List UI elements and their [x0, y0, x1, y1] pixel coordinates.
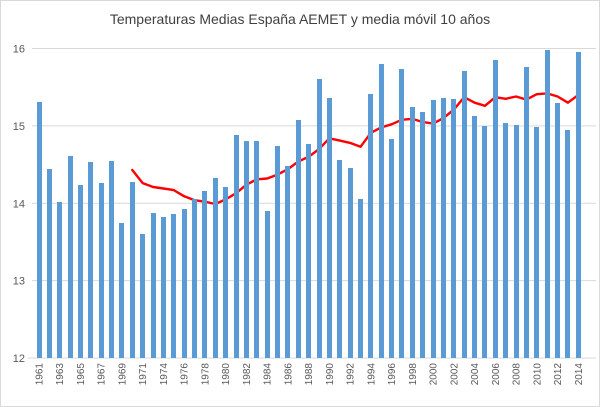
x-tick-label: 2014: [574, 363, 585, 386]
bar-2011: [544, 50, 550, 358]
bar-2014: [575, 52, 581, 358]
bar-1976: [181, 208, 187, 358]
bar-1966: [88, 162, 94, 358]
bar-1964: [67, 156, 73, 358]
x-tick-label: 1965: [76, 363, 87, 386]
x-tick-label: 1969: [117, 363, 128, 386]
x-tick-label: 2008: [512, 363, 523, 386]
x-tick-label: 1998: [408, 363, 419, 386]
bar-1985: [275, 145, 281, 358]
y-tick-label: 16: [13, 44, 25, 56]
x-tick-label: 1980: [221, 363, 232, 386]
bar-1971: [140, 234, 146, 358]
bar-2003: [461, 70, 467, 358]
bar-1995: [378, 63, 384, 358]
bar-1984: [264, 210, 270, 358]
x-tick-label: 2002: [449, 363, 460, 386]
bar-1965: [77, 184, 83, 358]
bar-2001: [440, 98, 446, 358]
bar-1974: [160, 217, 166, 358]
bar-2005: [482, 125, 488, 358]
bar-1987: [295, 120, 301, 358]
bar-1967: [98, 183, 104, 358]
y-tick-label: 14: [13, 198, 25, 210]
bar-1982: [243, 141, 249, 358]
bar-2007: [503, 122, 509, 358]
y-tick-label: 12: [13, 353, 25, 365]
bar-2006: [492, 60, 498, 358]
x-tick-label: 1974: [159, 363, 170, 386]
x-tick-label: 1986: [283, 363, 294, 386]
x-tick-label: 1963: [55, 363, 66, 386]
bar-1996: [389, 139, 395, 358]
x-tick-label: 2010: [532, 363, 543, 386]
x-tick-label: 1996: [387, 363, 398, 386]
bar-1991: [337, 159, 343, 358]
x-tick-label: 1994: [366, 363, 377, 386]
bar-2002: [451, 98, 457, 358]
x-tick-label: 2000: [429, 363, 440, 386]
x-tick-label: 1984: [263, 363, 274, 386]
bar-1997: [399, 69, 405, 358]
bar-1986: [285, 166, 291, 358]
bar-1992: [347, 167, 353, 358]
bar-1980: [223, 187, 229, 358]
x-tick-label: 1976: [180, 363, 191, 386]
bar-2008: [513, 125, 519, 358]
bar-1969: [119, 222, 125, 358]
x-tick-label: 2012: [553, 363, 564, 386]
x-tick-label: 1990: [325, 363, 336, 386]
bar-2009: [523, 67, 529, 358]
bar-2000: [430, 100, 436, 358]
x-tick-label: 1967: [97, 363, 108, 386]
bar-1990: [326, 98, 332, 358]
bar-1993: [358, 199, 363, 358]
bar-1970: [129, 182, 135, 358]
y-tick-label: 15: [13, 121, 25, 133]
bar-1975: [171, 214, 177, 358]
x-tick-label: 1988: [304, 363, 315, 386]
bar-1977: [192, 199, 198, 358]
bar-1998: [409, 106, 415, 358]
bar-1978: [202, 190, 208, 358]
bar-1989: [316, 78, 322, 358]
bar-1999: [420, 111, 426, 358]
bar-1972: [150, 213, 156, 358]
bar-2012: [555, 103, 561, 358]
bar-1979: [212, 177, 218, 358]
x-tick-label: 2004: [470, 363, 481, 386]
y-tick-label: 13: [13, 276, 25, 288]
x-tick-label: 1982: [242, 363, 253, 386]
bar-1994: [368, 94, 374, 358]
bar-1981: [233, 135, 239, 358]
bar-2013: [565, 129, 571, 358]
bar-1962: [46, 169, 52, 358]
x-tick-label: 1992: [346, 363, 357, 386]
bar-2010: [534, 127, 540, 358]
chart-title: Temperaturas Medias España AEMET y media…: [109, 11, 491, 27]
bar-1988: [306, 144, 312, 358]
bar-1968: [109, 161, 115, 358]
x-tick-label: 1971: [138, 363, 149, 386]
x-tick-label: 1978: [200, 363, 211, 386]
bar-1983: [254, 141, 260, 358]
bar-1963: [57, 201, 63, 358]
x-tick-label: 2006: [491, 363, 502, 386]
bar-2004: [472, 115, 478, 358]
moving-average-line: [131, 92, 580, 206]
bar-1961: [36, 101, 42, 358]
x-tick-label: 1961: [35, 363, 46, 386]
